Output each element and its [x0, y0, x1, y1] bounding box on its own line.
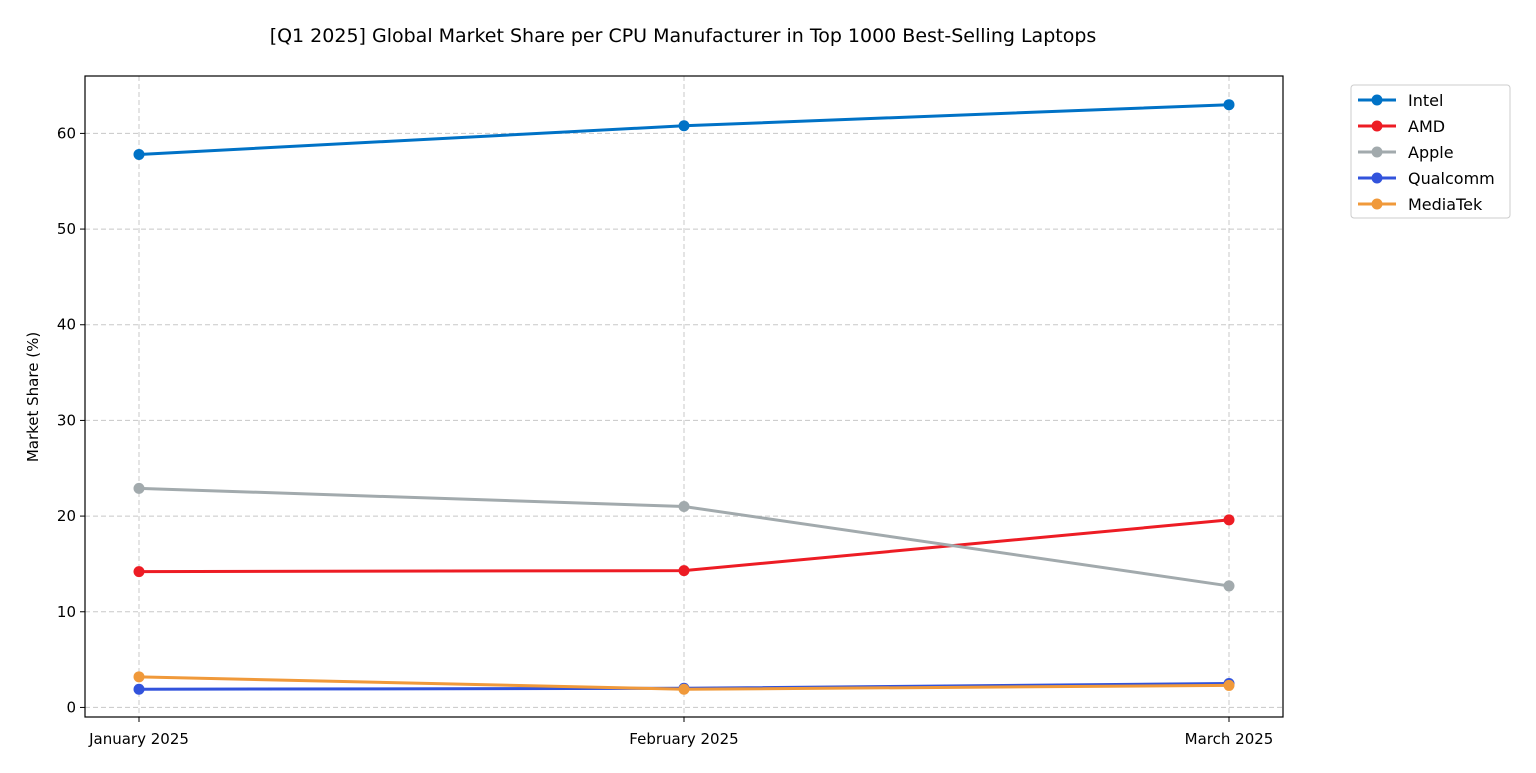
data-point-qualcomm: [133, 683, 145, 695]
data-point-apple: [133, 482, 145, 494]
legend-frame: [1350, 84, 1511, 219]
legend-label: Apple: [1408, 143, 1454, 162]
series-lines: [133, 99, 1235, 695]
data-point-apple: [678, 501, 690, 513]
y-axis-label: Market Share (%): [24, 332, 42, 462]
y-tick-label: 50: [57, 220, 76, 238]
y-tick-label: 20: [57, 507, 76, 525]
legend: Intel AMD Apple Qualcomm MediaTek: [1350, 84, 1511, 219]
y-tick-label: 30: [57, 411, 76, 429]
data-point-amd: [133, 566, 145, 578]
x-tick-label: February 2025: [629, 730, 738, 748]
data-point-amd: [678, 565, 690, 577]
x-tick-label: January 2025: [88, 730, 189, 748]
legend-label: AMD: [1408, 117, 1445, 136]
legend-label: MediaTek: [1408, 195, 1483, 214]
chart-title: [Q1 2025] Global Market Share per CPU Ma…: [270, 25, 1097, 47]
axis-ticks: 0 10 20 30 40 50 60 January 2025 February 2025 Ma…: [57, 124, 1273, 748]
data-point-mediatek: [1223, 679, 1235, 691]
y-tick-label: 60: [57, 124, 76, 142]
legend-marker-apple: [1371, 146, 1383, 158]
data-point-mediatek: [133, 671, 145, 683]
grid: [85, 76, 1283, 717]
legend-label: Qualcomm: [1408, 169, 1495, 188]
data-point-intel: [1223, 99, 1235, 111]
data-point-mediatek: [678, 683, 690, 695]
data-point-intel: [678, 120, 690, 132]
x-tick-label: March 2025: [1185, 730, 1274, 748]
legend-label: Intel: [1408, 91, 1443, 110]
data-point-amd: [1223, 514, 1235, 526]
y-tick-label: 0: [66, 698, 76, 716]
y-tick-label: 10: [57, 603, 76, 621]
y-tick-label: 40: [57, 316, 76, 334]
legend-marker-mediatek: [1371, 198, 1383, 210]
legend-marker-intel: [1371, 94, 1383, 106]
data-point-intel: [133, 148, 145, 160]
legend-marker-amd: [1371, 120, 1383, 132]
data-point-apple: [1223, 580, 1235, 592]
legend-marker-qualcomm: [1371, 172, 1383, 184]
